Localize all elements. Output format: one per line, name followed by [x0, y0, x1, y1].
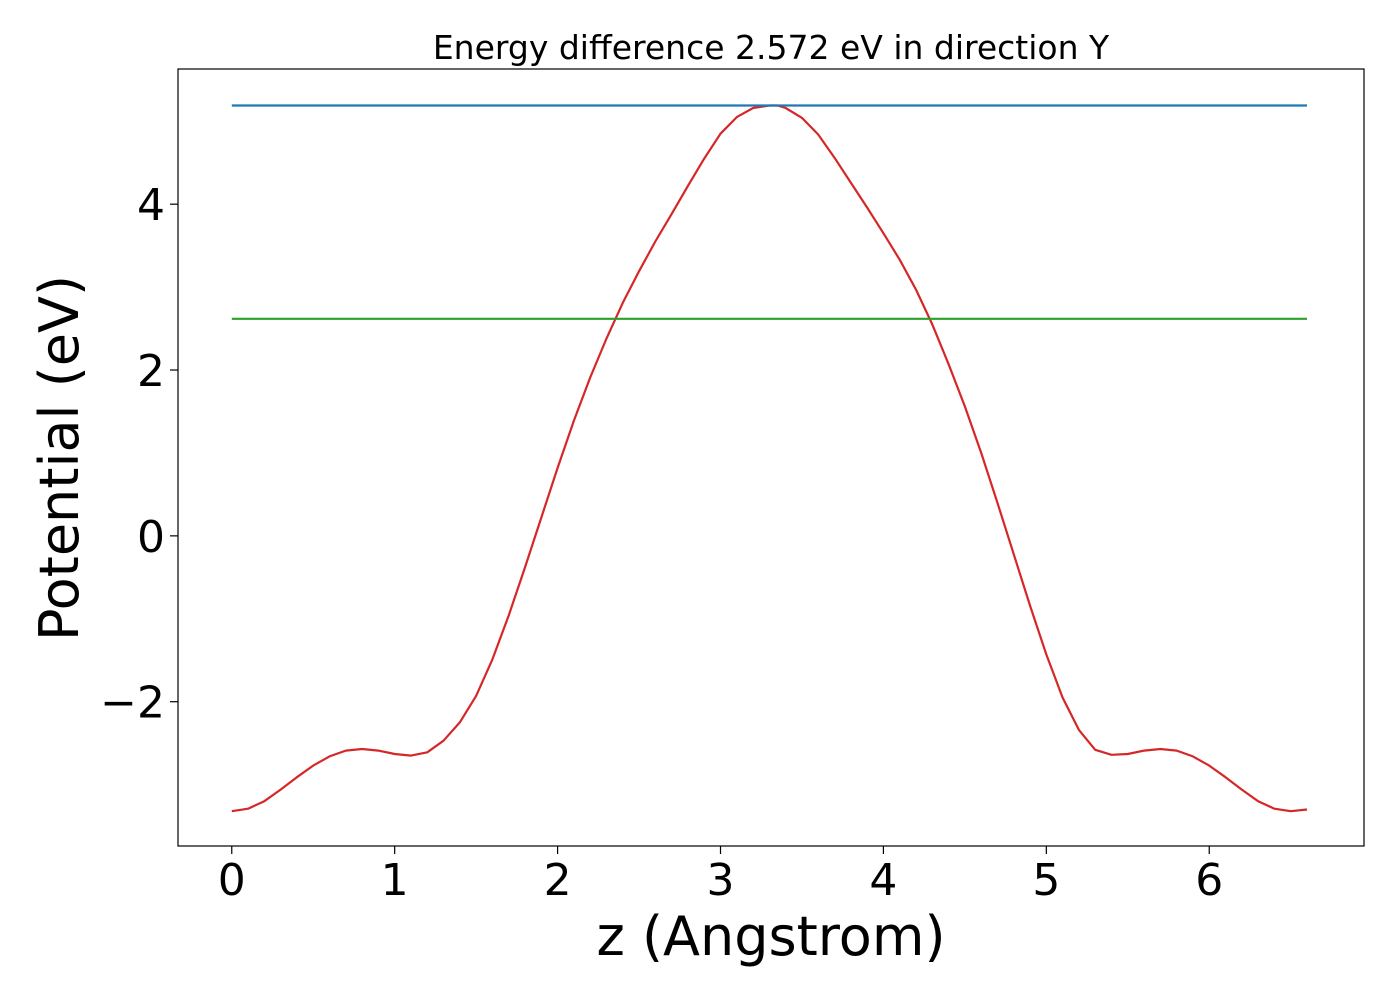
chart-title: Energy difference 2.572 eV in direction …	[433, 28, 1110, 67]
x-tick-label: 2	[544, 855, 572, 906]
y-tick-label: 0	[137, 512, 165, 563]
series-layer	[231, 104, 1308, 813]
x-tick-label: 0	[218, 855, 246, 906]
x-tick-label: 4	[869, 855, 897, 906]
y-tick-label: −2	[100, 678, 165, 729]
y-tick-label: 4	[137, 180, 165, 231]
x-tick-label: 3	[706, 855, 734, 906]
x-tick-label: 6	[1195, 855, 1223, 906]
y-axis-ticks: −2 0 2 4	[100, 180, 178, 729]
plot-area-frame	[177, 68, 1365, 847]
x-axis-ticks: 0 1 2 3 4 5 6	[218, 846, 1223, 906]
x-tick-label: 5	[1032, 855, 1060, 906]
y-tick-label: 2	[137, 346, 165, 397]
series-line-0	[231, 104, 1308, 813]
x-tick-label: 1	[381, 855, 409, 906]
y-axis-label: Potential (eV)	[28, 275, 91, 641]
x-axis-label: z (Angstrom)	[596, 905, 945, 968]
